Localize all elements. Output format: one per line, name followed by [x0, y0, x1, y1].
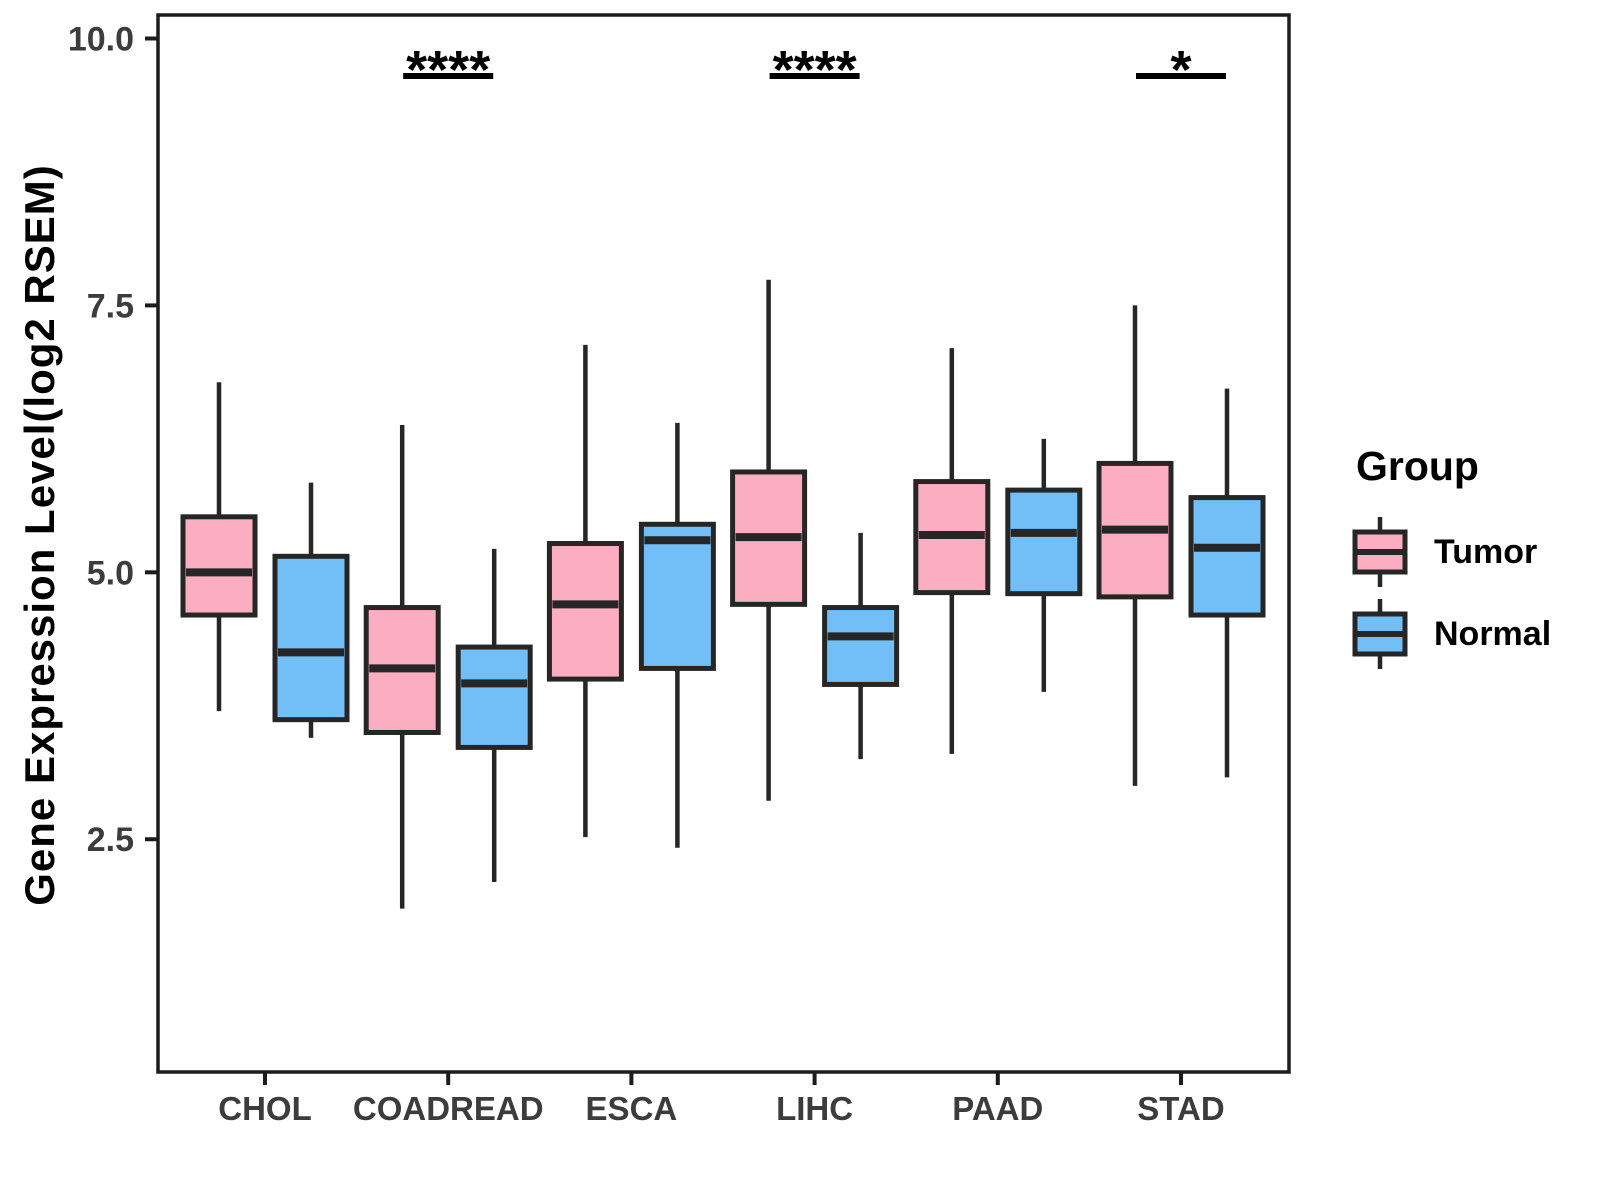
box-normal-lihc — [822, 532, 900, 760]
x-tick-label: LIHC — [776, 1090, 853, 1127]
iqr-box — [638, 521, 716, 671]
x-tick-label: PAAD — [952, 1090, 1043, 1127]
x-tick-label: CHOL — [218, 1090, 312, 1127]
significance-stars: **** — [773, 40, 857, 100]
significance-stars: **** — [406, 40, 490, 100]
normal-boxplot-key-icon — [1352, 599, 1408, 669]
significance-stars: * — [1170, 40, 1191, 100]
legend-title: Group — [1356, 443, 1479, 489]
box-normal-paad — [1005, 438, 1083, 692]
legend-entry-normal: Normal — [1352, 596, 1551, 672]
x-tick-label: ESCA — [586, 1090, 678, 1127]
significance-bar — [769, 73, 860, 79]
x-tick-label: STAD — [1137, 1090, 1224, 1127]
legend-label-tumor: Tumor — [1434, 532, 1538, 571]
box-tumor-stad — [1096, 305, 1174, 786]
iqr-box — [455, 644, 533, 750]
iqr-box — [1188, 495, 1266, 618]
legend: Group Tumor Normal — [1352, 443, 1551, 678]
box-normal-chol — [272, 482, 350, 738]
significance-stad: * — [1136, 40, 1226, 100]
box-tumor-lihc — [730, 279, 808, 801]
y-tick-label: 5.0 — [87, 554, 134, 592]
box-tumor-esca — [546, 344, 624, 838]
significance-bar — [1136, 73, 1226, 79]
tumor-boxplot-key-icon — [1352, 517, 1408, 587]
iqr-box — [272, 553, 350, 723]
legend-entry-tumor: Tumor — [1352, 514, 1551, 590]
y-axis-title: Gene Expression Level(log2 RSEM) — [16, 164, 63, 906]
box-normal-stad — [1188, 388, 1266, 778]
legend-label-normal: Normal — [1434, 614, 1552, 653]
iqr-box — [180, 514, 258, 618]
panel-border — [156, 13, 1291, 1074]
y-tick-label: 2.5 — [87, 821, 134, 859]
significance-bar — [403, 73, 494, 79]
iqr-box — [1005, 487, 1083, 597]
iqr-box — [822, 605, 900, 687]
box-tumor-coadread — [363, 424, 441, 909]
y-tick-label: 10.0 — [68, 20, 134, 58]
significance-lihc: **** — [769, 40, 860, 100]
box-normal-coadread — [455, 548, 533, 882]
box-normal-esca — [638, 422, 716, 848]
box-tumor-paad — [913, 348, 991, 754]
y-tick-label: 7.5 — [87, 287, 134, 325]
significance-coadread: **** — [403, 40, 494, 100]
box-tumor-chol — [180, 382, 258, 712]
iqr-box — [546, 541, 624, 682]
x-tick-label: COADREAD — [353, 1090, 544, 1127]
